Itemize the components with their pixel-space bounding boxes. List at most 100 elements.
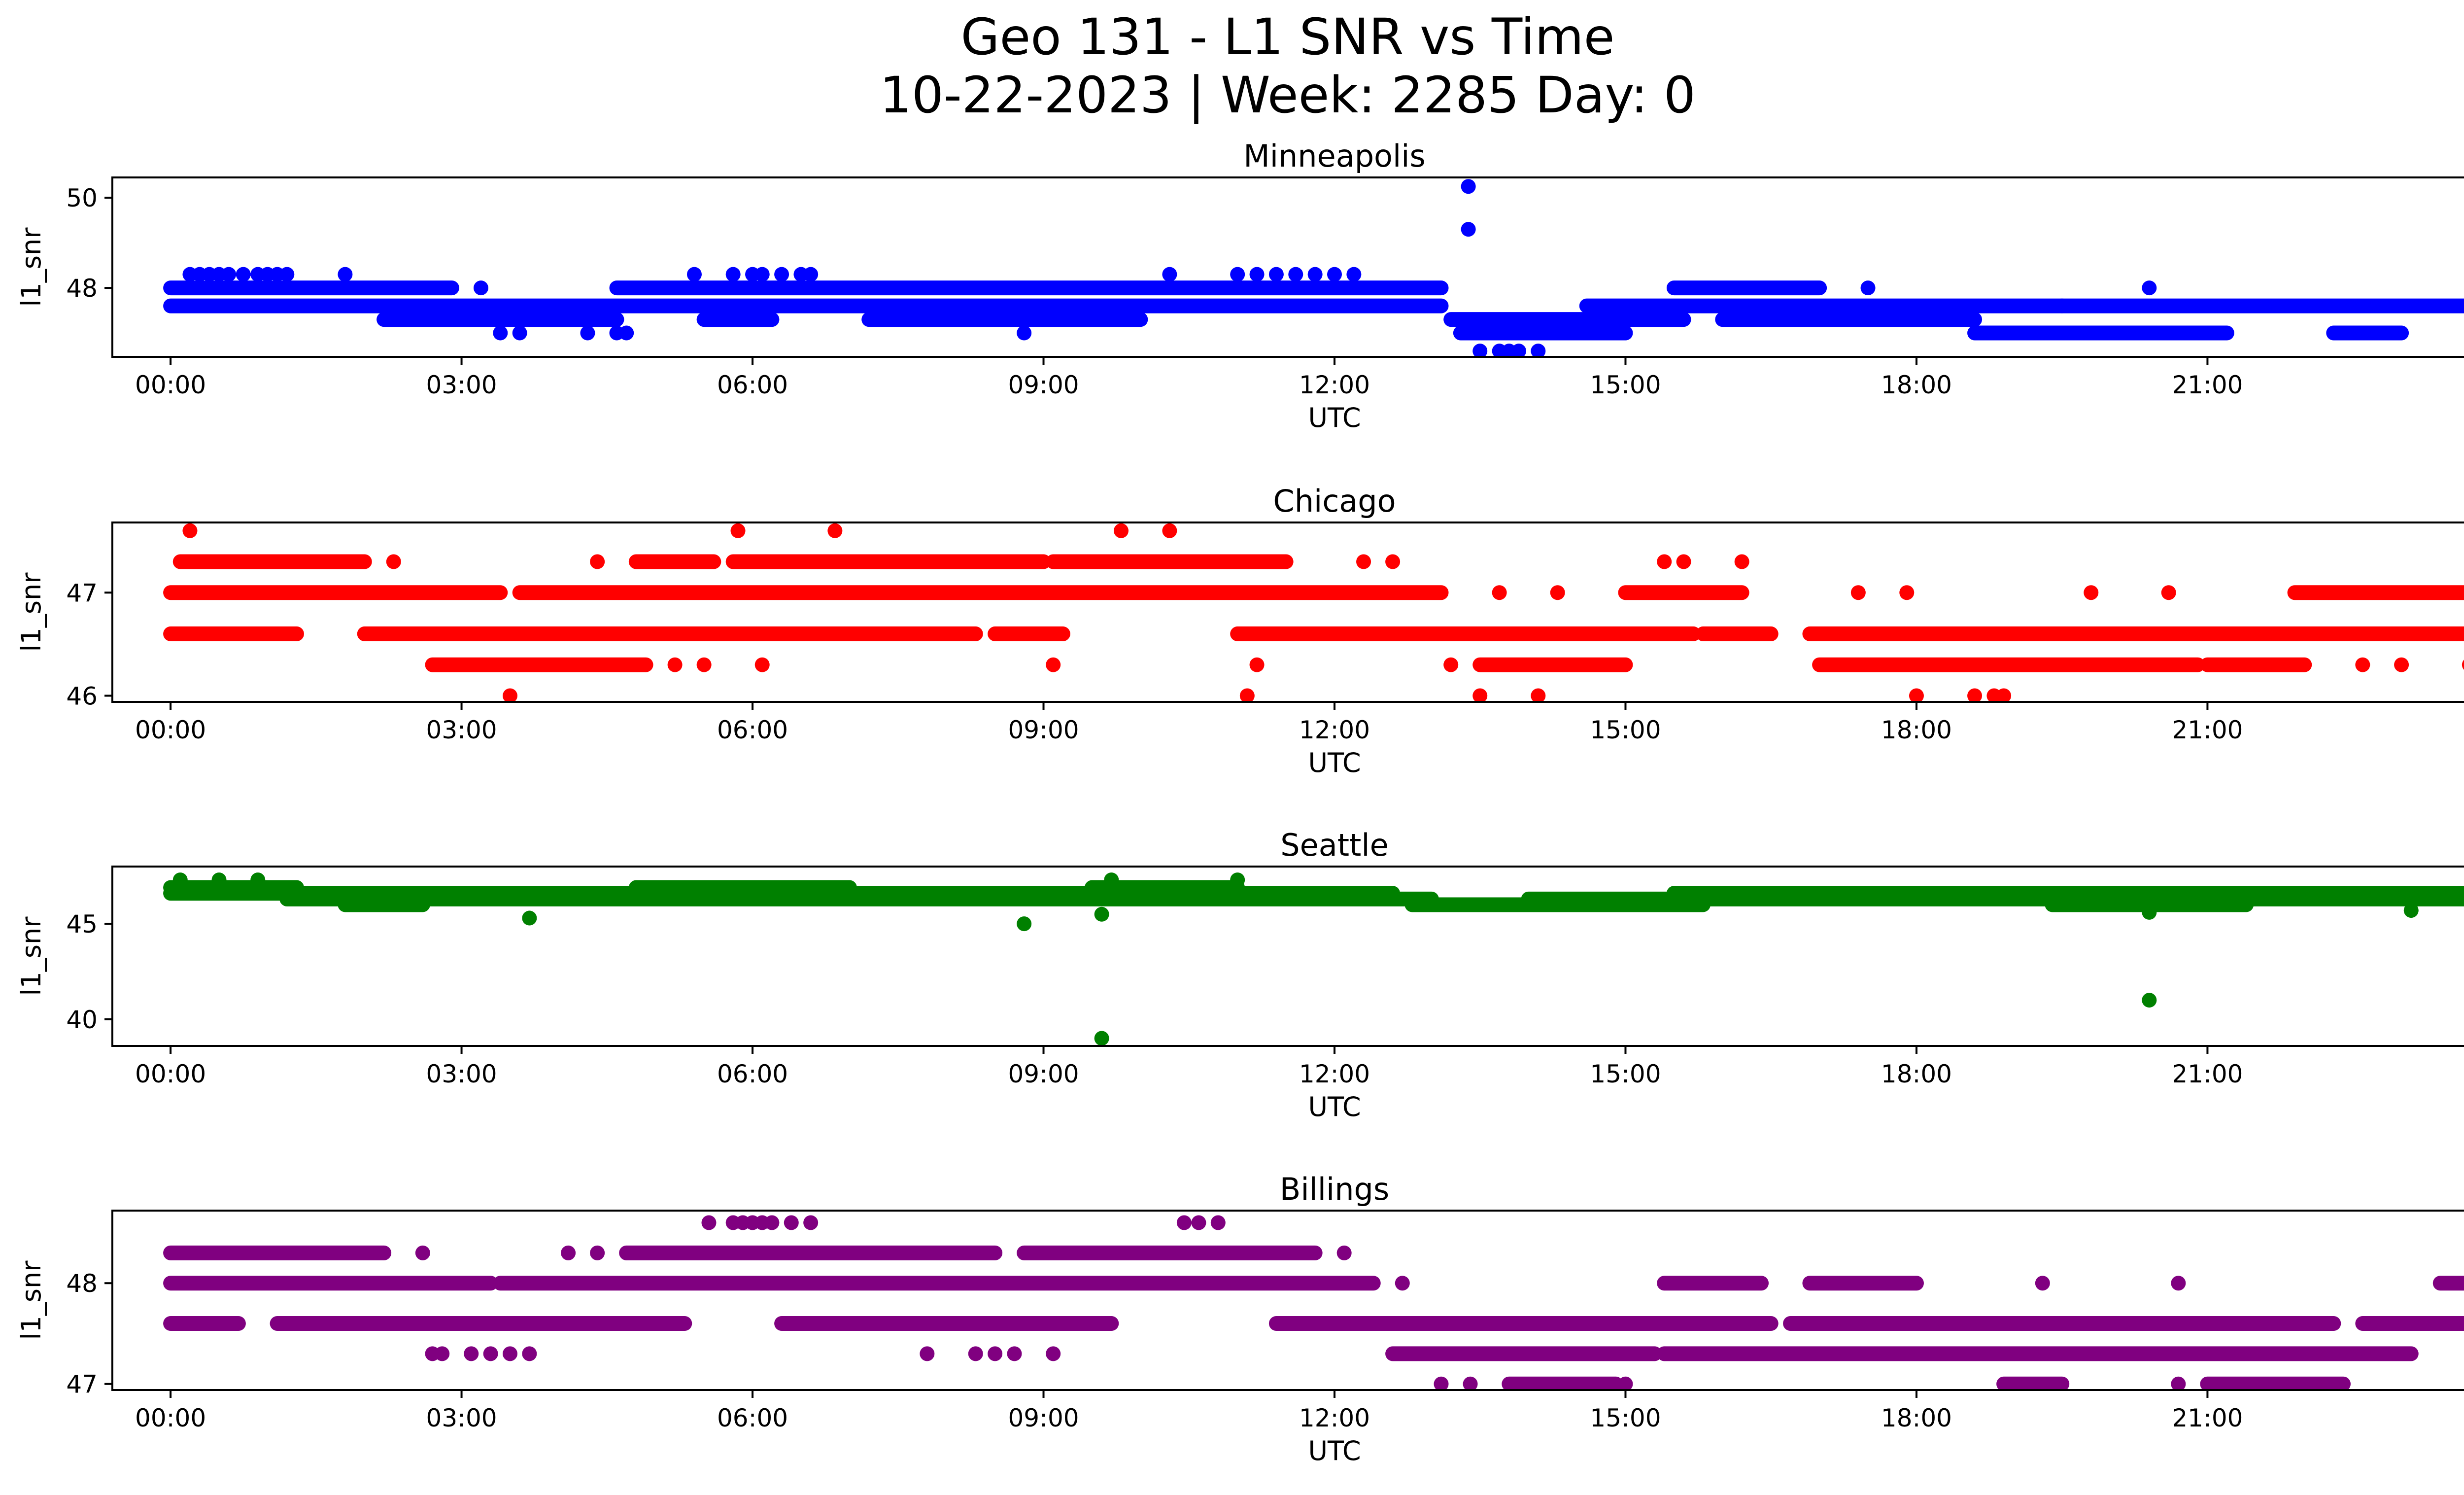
data-point-chicago-15 [1356, 554, 1371, 569]
data-point-minneapolis-31 [1327, 267, 1342, 282]
data-point-minneapolis-39 [1531, 344, 1546, 357]
data-point-minneapolis-11 [473, 280, 488, 296]
data-point-minneapolis-5 [236, 267, 251, 282]
point-band-billings-3-1 [1657, 1346, 2419, 1361]
point-band-billings-0-1 [619, 1245, 1003, 1260]
y-axis-label-chicago: l1_snr [16, 572, 47, 652]
x-tick-label: 15:00 [1590, 1060, 1661, 1088]
y-tick-label: 45 [66, 910, 98, 939]
point-band-billings-2-4 [1783, 1316, 2341, 1331]
point-band-billings-4-2 [2200, 1376, 2351, 1390]
x-tick-label: 21:00 [2172, 1060, 2243, 1088]
data-point-minneapolis-30 [1307, 267, 1323, 282]
x-tick-label: 00:00 [135, 371, 206, 399]
y-axis-label-minneapolis: l1_snr [16, 227, 47, 307]
axes-frame-billings [111, 1210, 2464, 1391]
figure-title-line1: Geo 131 - L1 SNR vs Time [961, 8, 1615, 67]
point-band-minneapolis-2-3 [1443, 312, 1691, 327]
point-band-chicago-3-2 [1812, 657, 2205, 672]
subplot-title-minneapolis: Minneapolis [1243, 138, 1426, 174]
data-point-chicago-21 [1531, 688, 1546, 702]
data-point-minneapolis-27 [1249, 267, 1265, 282]
data-point-chicago-2 [590, 554, 605, 569]
x-tick-label: 15:00 [1590, 1404, 1661, 1432]
data-point-chicago-23 [1676, 554, 1691, 569]
point-band-billings-1-0 [163, 1276, 498, 1291]
x-tick-label: 00:00 [2463, 1060, 2464, 1088]
x-tick-label: 06:00 [717, 1404, 788, 1432]
data-point-minneapolis-29 [1288, 267, 1303, 282]
data-point-chicago-25 [1850, 585, 1866, 600]
data-point-billings-32 [2171, 1376, 2186, 1390]
data-point-billings-21 [1046, 1346, 1061, 1361]
x-tick-label: 00:00 [2463, 716, 2464, 744]
point-band-chicago-2-2 [988, 626, 1070, 641]
x-tick-label: 21:00 [2172, 1404, 2243, 1432]
x-tick-label: 12:00 [1299, 1404, 1370, 1432]
point-band-minneapolis-2-2 [861, 312, 1148, 327]
y-tick-label: 47 [66, 1370, 98, 1399]
data-point-minneapolis-26 [1230, 267, 1245, 282]
data-point-billings-0 [415, 1245, 430, 1260]
data-point-minneapolis-23 [803, 267, 819, 282]
data-point-billings-20 [1007, 1346, 1022, 1361]
x-tick-label: 18:00 [1881, 1404, 1952, 1432]
x-tick-label: 00:00 [135, 1060, 206, 1088]
data-point-billings-9 [701, 1215, 717, 1230]
x-tick-label: 03:00 [426, 1060, 497, 1088]
point-band-billings-2-2 [774, 1316, 1119, 1331]
point-band-chicago-3-3 [2200, 657, 2312, 672]
point-band-minneapolis-3-2 [2326, 325, 2409, 341]
data-point-chicago-5 [667, 657, 683, 672]
point-band-billings-0-2 [1017, 1245, 1323, 1260]
x-tick-label: 12:00 [1299, 1060, 1370, 1088]
data-point-chicago-3 [686, 554, 702, 569]
data-point-billings-24 [1210, 1215, 1226, 1230]
y-axis-label-seattle: l1_snr [16, 916, 47, 996]
data-point-minneapolis-33 [1461, 179, 1476, 194]
series-chicago [163, 523, 2464, 702]
point-band-billings-1-3 [1802, 1276, 1924, 1291]
point-band-seattle-3-0 [338, 897, 430, 912]
y-tick-label: 48 [66, 274, 98, 303]
point-band-chicago-1-3 [1046, 554, 1294, 569]
x-tick-label: 00:00 [2463, 1404, 2464, 1432]
data-point-seattle-11 [2403, 903, 2419, 918]
point-band-chicago-2-3 [1230, 626, 1701, 641]
x-tick-label: 18:00 [1881, 716, 1952, 744]
x-tick-label: 00:00 [2463, 371, 2464, 399]
data-point-chicago-26 [1899, 585, 1915, 600]
data-point-chicago-30 [1996, 688, 2012, 702]
data-point-minneapolis-41 [2054, 298, 2070, 313]
data-point-minneapolis-35 [1472, 344, 1488, 357]
point-band-chicago-0-3 [2287, 585, 2464, 600]
x-tick-label: 21:00 [2172, 716, 2243, 744]
data-point-billings-25 [1336, 1245, 1352, 1260]
data-point-seattle-3 [522, 910, 537, 926]
point-band-chicago-2-0 [163, 626, 304, 641]
data-point-chicago-33 [2355, 657, 2370, 672]
point-band-chicago-3-0 [425, 657, 653, 672]
data-point-minneapolis-24 [1017, 325, 1032, 341]
x-tick-label: 00:00 [135, 716, 206, 744]
y-tick-label: 46 [66, 682, 98, 710]
subplot-seattle: Seattle 00:00 03:00 06:00 09:00 12:00 15:00 18:… [16, 827, 2464, 1122]
point-band-minneapolis-0-0 [163, 280, 459, 296]
data-point-minneapolis-40 [1860, 280, 1876, 296]
point-band-minneapolis-0-1 [609, 280, 1449, 296]
point-band-seattle-2-0 [279, 891, 1439, 906]
data-point-chicago-27 [1909, 688, 1924, 702]
data-point-seattle-1 [211, 872, 227, 888]
data-point-seattle-0 [172, 872, 188, 888]
data-point-minneapolis-28 [1268, 267, 1284, 282]
data-point-billings-30 [2035, 1276, 2050, 1291]
point-band-chicago-0-0 [163, 585, 508, 600]
data-point-billings-28 [1463, 1376, 1478, 1390]
y-tick-label: 48 [66, 1269, 98, 1298]
data-point-minneapolis-13 [512, 325, 527, 341]
point-band-billings-0-0 [163, 1245, 392, 1260]
data-point-minneapolis-4 [221, 267, 237, 282]
figure-title-line2: 10-22-2023 | Week: 2285 Day: 0 [880, 66, 1696, 125]
x-tick-label: 03:00 [426, 1404, 497, 1432]
data-point-chicago-6 [696, 657, 712, 672]
